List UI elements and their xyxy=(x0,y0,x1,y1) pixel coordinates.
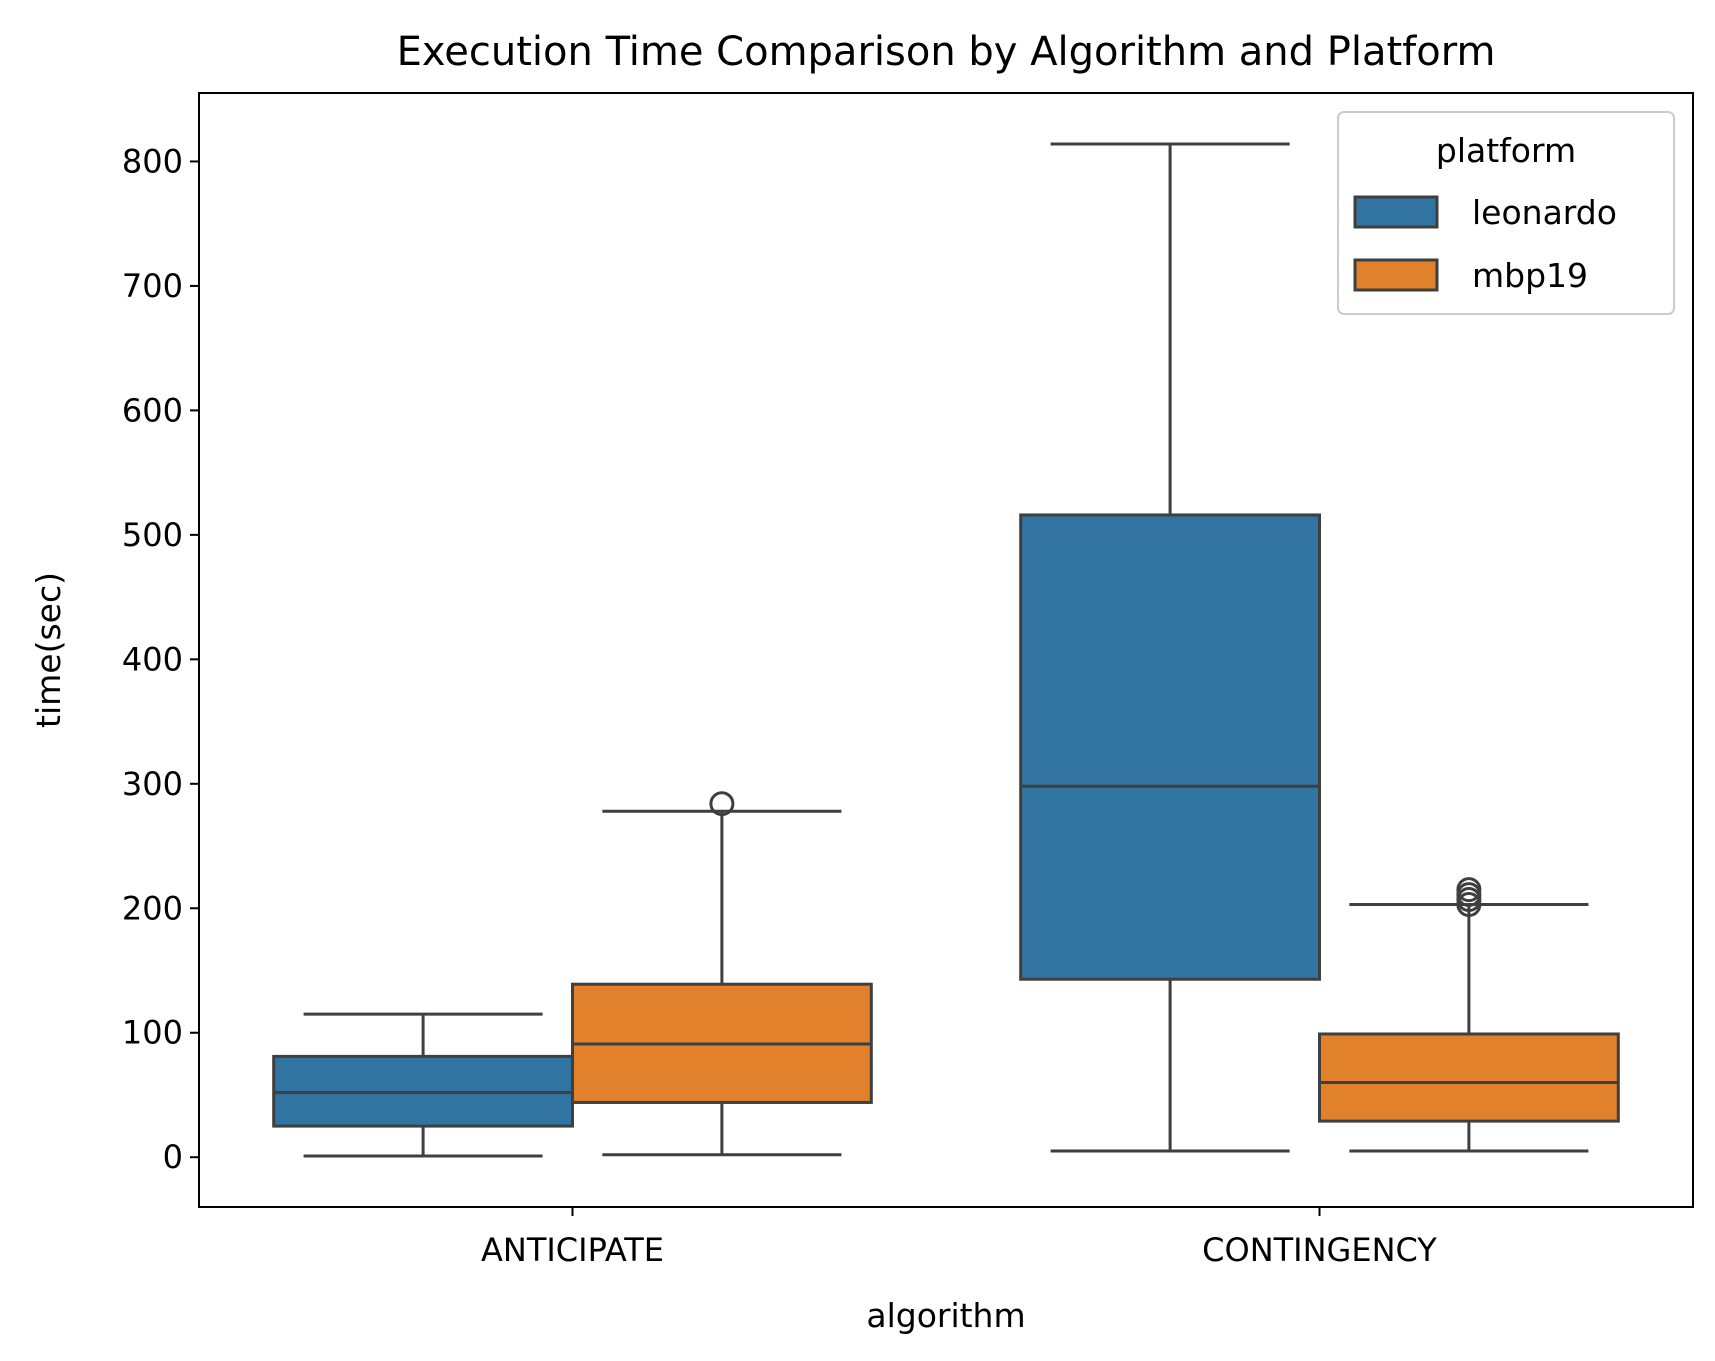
plot-frame xyxy=(198,92,1694,1208)
y-axis-label: time(sec) xyxy=(29,572,68,728)
x-axis: ANTICIPATE CONTINGENCY xyxy=(481,1207,1437,1269)
plot-marks xyxy=(272,142,1620,1158)
legend-swatch-mbp19 xyxy=(1353,258,1439,292)
legend-swatch-leonardo xyxy=(1353,195,1439,229)
x-tick-label: ANTICIPATE xyxy=(481,1231,664,1269)
x-tick-label: CONTINGENCY xyxy=(1202,1231,1437,1269)
y-tick-label: 700 xyxy=(122,267,183,305)
outlier-point xyxy=(709,791,735,817)
legend-entries: leonardo mbp19 xyxy=(1353,193,1617,295)
y-tick-label: 600 xyxy=(122,391,183,429)
y-tick-label: 800 xyxy=(122,142,183,180)
box-leonardo-contingency xyxy=(1019,142,1321,1153)
y-tick-label: 300 xyxy=(122,765,183,803)
box-leonardo-anticipate xyxy=(272,1012,574,1158)
legend-label-mbp19: mbp19 xyxy=(1472,256,1588,295)
chart-title: Execution Time Comparison by Algorithm a… xyxy=(397,29,1496,75)
y-tick-label: 0 xyxy=(163,1138,183,1176)
legend-title: platform xyxy=(1436,131,1576,170)
legend-label-leonardo: leonardo xyxy=(1472,193,1617,232)
box-mbp19-contingency xyxy=(1318,877,1620,1153)
y-tick-label: 400 xyxy=(122,640,183,678)
legend: platform leonardo mbp19 xyxy=(1337,111,1675,315)
y-tick-label: 100 xyxy=(122,1014,183,1052)
box-iqr xyxy=(1019,513,1321,981)
box-mbp19-anticipate xyxy=(571,791,873,1157)
y-tick-label: 200 xyxy=(122,889,183,927)
box-iqr xyxy=(1318,1032,1620,1123)
x-axis-label: algorithm xyxy=(866,1296,1025,1335)
outlier-point xyxy=(1456,877,1482,903)
y-axis: 0 100 200 300 400 500 600 700 800 xyxy=(122,142,199,1176)
y-tick-label: 500 xyxy=(122,516,183,554)
